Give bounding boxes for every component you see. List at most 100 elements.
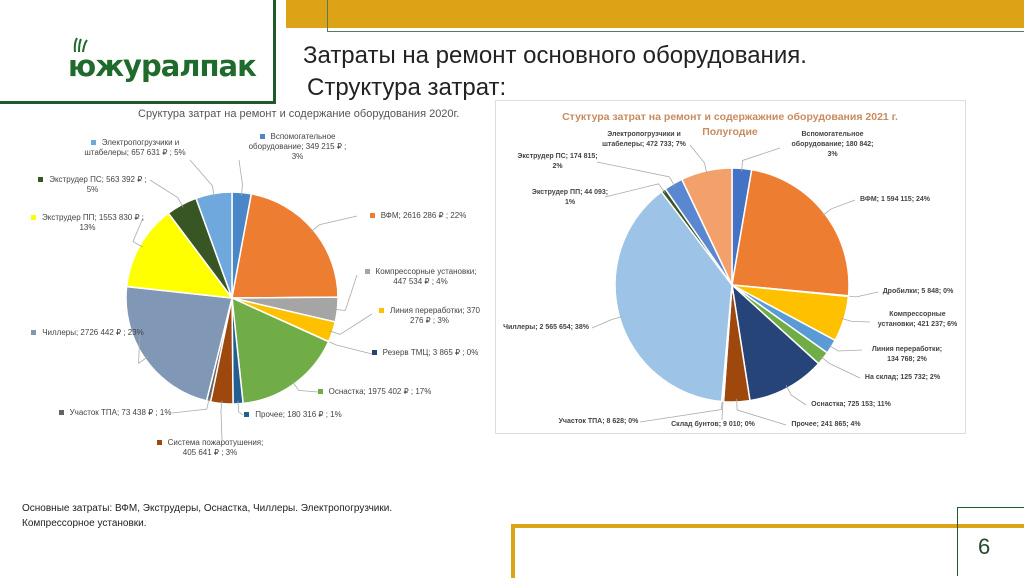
data-label-text: Вспомогательное [801, 131, 864, 138]
footer-gold-frame [511, 524, 1024, 578]
legend-marker-icon [259, 134, 265, 140]
leader-line-0-8 [171, 398, 210, 414]
data-label-line: Прочее; 180 316 ₽ ; 1% [238, 410, 348, 420]
data-label-text: Компрессорные установки; [375, 267, 477, 276]
data-label-text: Резерв ТМЦ; 3 865 ₽ ; 0% [382, 348, 479, 357]
data-label: Экструдер ПП; 44 093; 1% [530, 188, 610, 208]
data-label-line: Вспомогательное [785, 130, 880, 140]
data-label: Оснастка; 1975 402 ₽ ; 17% [312, 387, 437, 397]
data-label: Участок ТПА; 8 628; 0% [556, 417, 641, 427]
summary-note-line2: Компрессорное установки. [22, 518, 147, 529]
data-label-text: Чиллеры; 2 565 654; 38% [503, 324, 589, 331]
data-label-text: Система пожаротушения; [167, 438, 264, 447]
data-label-text: ВФМ; 1 594 115; 24% [859, 196, 930, 203]
header-frame-line [327, 0, 1024, 32]
data-label: Дробилки; 5 848; 0% [878, 287, 958, 297]
leader-line-0-2 [334, 274, 358, 311]
data-label: Электропогрузчики и штабелеры; 472 733; 7… [594, 130, 694, 150]
leader-line-1-13 [689, 144, 708, 174]
data-label-text: Оснастка; 1975 402 ₽ ; 17% [328, 387, 432, 396]
data-label-line: 1% [530, 198, 610, 208]
data-label-line: 134 768; 2% [862, 355, 952, 365]
data-label-line: Система пожаротушения; [150, 438, 270, 448]
data-label: Система пожаротушения; 405 641 ₽ ; 3% [150, 438, 270, 458]
data-label-text: 13% [79, 223, 96, 232]
data-label: ВФМ; 2616 286 ₽ ; 22% [358, 211, 478, 221]
data-label-line: Участок ТПА; 73 438 ₽ ; 1% [55, 408, 175, 418]
leader-line-0-11 [149, 179, 184, 208]
data-label: Участок ТПА; 73 438 ₽ ; 1% [55, 408, 175, 418]
leader-line-1-5 [820, 356, 861, 379]
chart-2020-title: Сруктура затрат на ремонт и содержание о… [138, 108, 460, 120]
leader-line-1-3 [840, 317, 871, 323]
data-label-line: Резерв ТМЦ; 3 865 ₽ ; 0% [360, 348, 490, 358]
data-label-text: Экструдер ПС; 174 815; [517, 153, 598, 160]
data-label-text: установки; 421 237; 6% [877, 321, 958, 328]
pie-slice-0-1 [231, 192, 339, 299]
chart-2021-title-line: Стуктура затрат на ремонт и содержажние … [562, 111, 898, 123]
slide-title-line2: Структура затрат: [307, 74, 507, 101]
data-label-line: Электропогрузчики и [70, 138, 200, 148]
data-label-text: Чиллеры; 2726 442 ₽ ; 23% [42, 328, 144, 337]
data-label-text: Экструдер ПП; 1553 830 ₽ ; [42, 213, 144, 222]
data-label: Чиллеры; 2726 442 ₽ ; 23% [25, 328, 150, 338]
data-label: Вспомогательное оборудование; 180 842; 3% [785, 130, 880, 160]
data-label-line: Экструдер ПС; 563 392 ₽ ; [30, 175, 155, 185]
data-label-line: 447 534 ₽ ; 4% [358, 277, 483, 287]
leader-line-1-11 [604, 183, 666, 198]
leader-line-1-4 [828, 344, 863, 352]
legend-marker-icon [317, 389, 323, 395]
data-label-line: Вспомогательное [235, 132, 360, 142]
data-label-line: ВФМ; 1 594 115; 24% [855, 195, 935, 205]
data-label-line: Экструдер ПП; 1553 830 ₽ ; [25, 213, 150, 223]
data-label-line: 3% [785, 150, 880, 160]
legend-marker-icon [378, 308, 384, 314]
data-label-text: 276 ₽ ; 3% [410, 316, 449, 325]
data-label-line: 13% [25, 223, 150, 233]
leader-line-0-1 [310, 215, 358, 233]
summary-note-line1: Основные затраты: ВФМ, Экструдеры, Оснас… [22, 503, 393, 514]
data-label-text: Линия переработки; 370 [389, 306, 481, 315]
legend-marker-icon [244, 412, 250, 418]
leader-line-1-9 [639, 398, 723, 423]
leader-line-0-9 [138, 332, 148, 365]
legend-marker-icon [371, 350, 377, 356]
leader-line-1-12 [596, 161, 676, 187]
legend-marker-icon [31, 330, 37, 336]
leader-line-0-5 [291, 381, 319, 393]
data-label-line: 5% [30, 185, 155, 195]
leader-line-0-3 [329, 313, 373, 335]
data-label-text: 447 534 ₽ ; 4% [393, 277, 448, 286]
leader-line-0-6 [237, 400, 244, 416]
data-label-text: оборудование; 349 215 ₽ ; [248, 142, 347, 151]
data-label: Электропогрузчики и штабелеры; 657 631 ₽ … [70, 138, 200, 158]
logo-wheat-icon [73, 37, 88, 53]
data-label-text: штабелеры; 472 733; 7% [602, 141, 686, 148]
header-gold-bar [286, 0, 1024, 28]
data-label-line: Экструдер ПП; 44 093; [530, 188, 610, 198]
summary-note: Основные затраты: ВФМ, Экструдеры, Оснас… [22, 501, 392, 531]
data-label-line: 3% [235, 152, 360, 162]
data-label-line: На склад; 125 732; 2% [860, 373, 945, 383]
data-label-line: Экструдер ПС; 174 815; [515, 152, 600, 162]
data-label: Вспомогательное оборудование; 349 215 ₽ ;… [235, 132, 360, 162]
legend-marker-icon [364, 269, 370, 275]
legend-marker-icon [369, 213, 375, 219]
data-label: Экструдер ПС; 174 815; 2% [515, 152, 600, 172]
data-label-text: 3% [291, 152, 304, 161]
data-label-line: оборудование; 180 842; [785, 140, 880, 150]
data-label-text: Участок ТПА; 8 628; 0% [558, 418, 639, 425]
data-label-line: ВФМ; 2616 286 ₽ ; 22% [358, 211, 478, 221]
data-label-text: оборудование; 180 842; [791, 141, 874, 148]
data-label-text: Компрессорные [889, 311, 946, 318]
data-label-text: Экструдер ПП; 44 093; [531, 189, 609, 196]
data-label-line: Чиллеры; 2 565 654; 38% [500, 323, 592, 333]
leader-line-1-0 [741, 147, 781, 172]
leader-line-1-10 [591, 316, 623, 329]
data-label: Экструдер ПП; 1553 830 ₽ ; 13% [25, 213, 150, 233]
slide-title: Затраты на ремонт основного оборудования… [303, 40, 807, 104]
data-label-text: 405 641 ₽ ; 3% [182, 448, 238, 457]
data-label-text: 5% [86, 185, 99, 194]
page-number-box [957, 507, 1024, 576]
data-label: ВФМ; 1 594 115; 24% [855, 195, 935, 205]
